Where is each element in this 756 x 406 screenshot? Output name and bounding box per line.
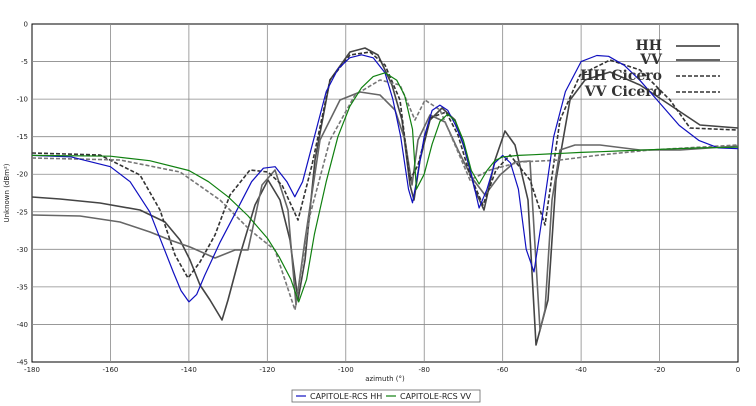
x-tick-label: -100 — [338, 366, 354, 374]
legend-top-label: HH Cicero — [580, 68, 662, 84]
legend-top-label: HH — [636, 38, 662, 54]
legend-top-label: VV — [639, 52, 663, 68]
y-tick-label: -45 — [17, 359, 28, 367]
x-tick-label: -160 — [102, 366, 118, 374]
y-axis-label: Unknown (dBm²) — [3, 163, 11, 222]
y-tick-label: -10 — [17, 96, 28, 104]
y-tick-label: -20 — [17, 171, 28, 179]
measured-curves — [31, 47, 739, 346]
hh-cicero-curve — [31, 51, 739, 279]
x-axis-label: azimuth (°) — [365, 375, 405, 383]
legend-bottom: CAPITOLE-RCS HH CAPITOLE-RCS VV — [291, 389, 481, 403]
y-tick-label: -30 — [17, 246, 28, 254]
legend-bottom-label: CAPITOLE-RCS VV — [400, 392, 472, 401]
legend-bottom-label: CAPITOLE-RCS HH — [310, 392, 382, 401]
legend-top-label: VV Cicero — [584, 84, 662, 100]
x-tick-label: -60 — [497, 366, 508, 374]
x-tick-label: 0 — [736, 366, 740, 374]
y-tick-label: -40 — [17, 321, 28, 329]
series-lines — [31, 54, 739, 303]
x-tick-label: -140 — [181, 366, 197, 374]
tick-labels: -180 -160 -140 -120 -100 -80 -60 -40 -20 0 0 -5 -10 -… — [17, 21, 741, 375]
x-tick-label: -120 — [259, 366, 275, 374]
y-tick-label: -35 — [17, 283, 28, 291]
y-tick-label: -25 — [17, 208, 28, 216]
y-tick-label: 0 — [24, 21, 28, 29]
y-tick-label: -15 — [17, 133, 28, 141]
x-tick-label: -80 — [419, 366, 430, 374]
y-tick-label: -5 — [21, 58, 28, 66]
x-tick-label: -20 — [654, 366, 665, 374]
x-tick-label: -180 — [24, 366, 40, 374]
capitole-rcs-hh-line — [31, 54, 739, 303]
x-tick-label: -40 — [575, 366, 586, 374]
capitole-rcs-vv-line — [31, 72, 739, 303]
